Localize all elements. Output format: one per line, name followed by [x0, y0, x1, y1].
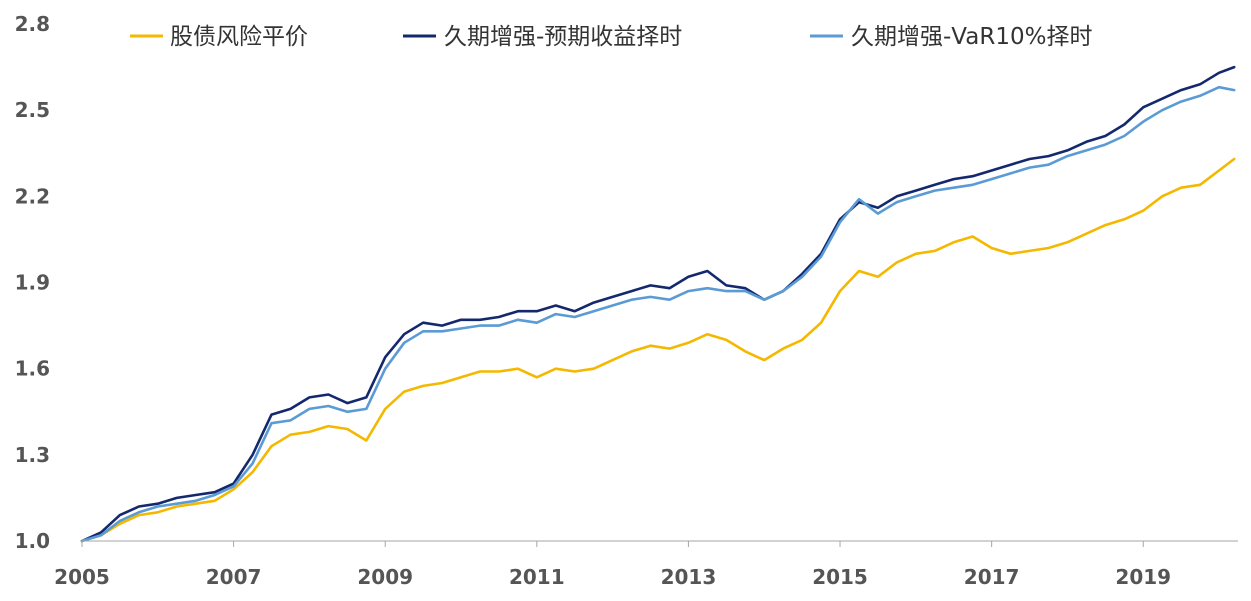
legend-label-2: 久期增强-预期收益择时 [444, 24, 682, 50]
y-tick-label: 2.5 [15, 98, 50, 122]
x-tick-label: 2013 [661, 565, 717, 589]
x-tick-label: 2005 [54, 565, 110, 589]
axes-layer: 2005 2007 2009 2011 2013 2015 2017 2019 1.0 1.3 1.… [15, 12, 1238, 589]
series-line-2 [80, 65, 1236, 543]
x-tick-label: 2017 [964, 565, 1020, 589]
y-tick-label: 2.8 [15, 12, 50, 36]
series-layer [80, 65, 1236, 543]
legend-label-3: 久期增强-VaR10%择时 [851, 24, 1092, 50]
x-tick-label: 2009 [357, 565, 413, 589]
y-tick-label: 1.3 [15, 443, 50, 467]
legend-label-1: 股债风险平价 [170, 24, 308, 50]
x-tick-label: 2011 [509, 565, 565, 589]
y-tick-label: 1.0 [15, 529, 50, 553]
y-tick-label: 1.9 [15, 271, 50, 295]
x-tick-label: 2015 [812, 565, 868, 589]
x-tick-label: 2019 [1115, 565, 1171, 589]
x-tick-label: 2007 [206, 565, 262, 589]
y-tick-label: 1.6 [15, 357, 50, 381]
series-line-3 [80, 85, 1236, 543]
series-line-1 [80, 157, 1236, 543]
legend: 股债风险平价 久期增强-预期收益择时 久期增强-VaR10%择时 [130, 24, 1092, 50]
y-tick-label: 2.2 [15, 184, 50, 208]
